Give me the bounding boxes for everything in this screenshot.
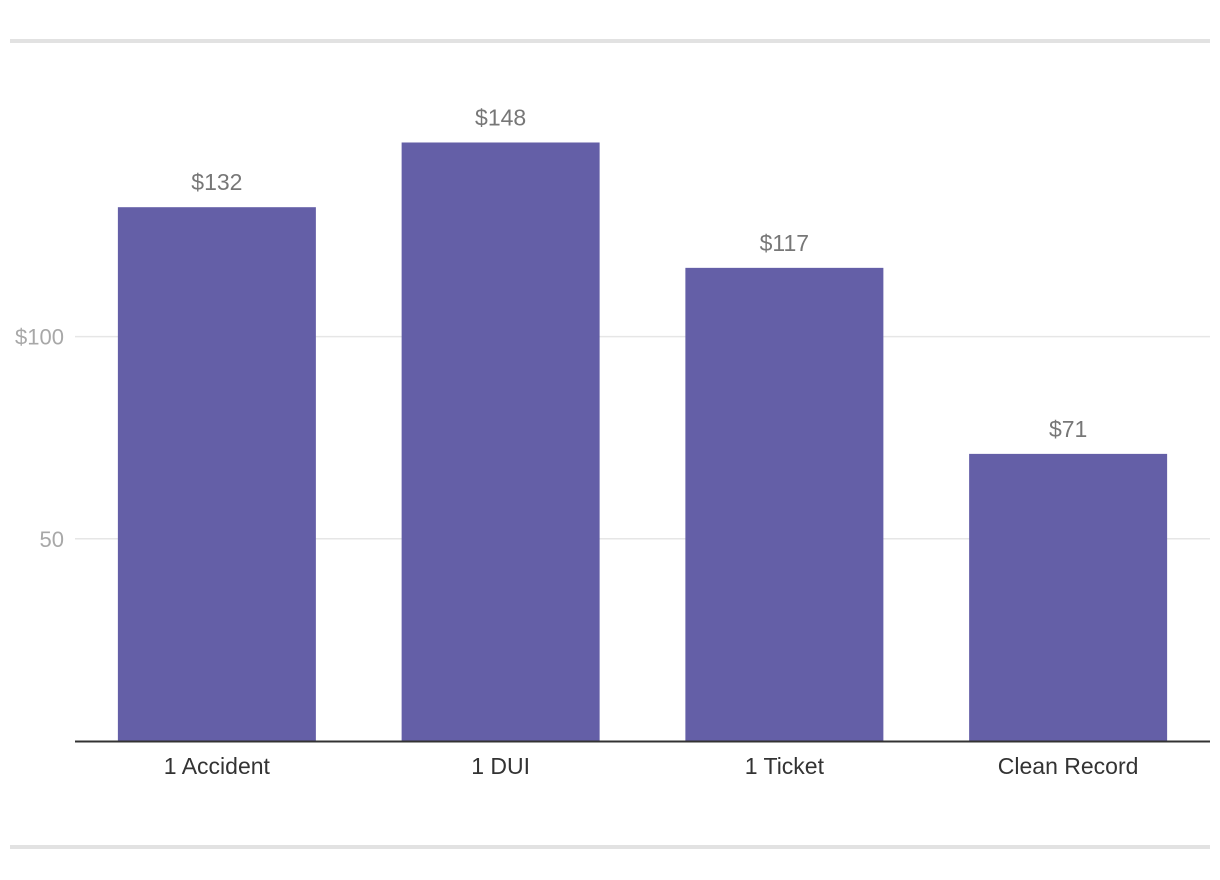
bar-value-label: $148: [475, 104, 526, 130]
bar: [969, 453, 1168, 741]
bar-value-label: $132: [191, 169, 242, 195]
x-category-label: 1 DUI: [471, 753, 530, 779]
y-tick-label: $100: [15, 325, 64, 350]
bar-value-label: $71: [1049, 416, 1087, 442]
bar-value-label: $117: [760, 230, 809, 256]
labels: 50 $100 $132 1 Accident $148 1 DUI $117 1 Ticke…: [15, 104, 1138, 779]
x-category-label: Clean Record: [998, 753, 1139, 779]
y-tick-label: 50: [40, 527, 64, 552]
x-category-label: 1 Accident: [164, 753, 271, 779]
top-divider: [10, 39, 1210, 43]
bottom-divider: [10, 845, 1210, 849]
x-category-label: 1 Ticket: [745, 753, 825, 779]
bar: [685, 267, 884, 741]
bar: [401, 142, 600, 741]
bar: [117, 207, 316, 741]
bars: [117, 142, 1168, 741]
